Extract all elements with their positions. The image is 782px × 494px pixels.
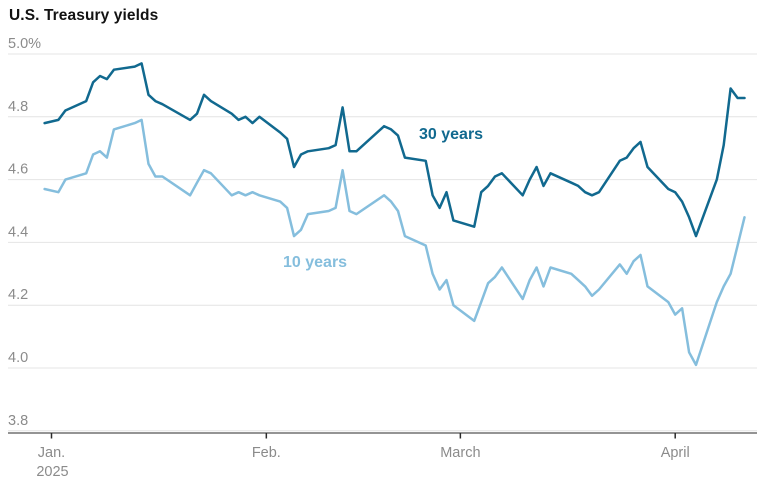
series-label-30-years: 30 years (419, 126, 483, 143)
x-axis-ticks-group (50, 433, 676, 439)
gridlines-group (8, 53, 757, 432)
chart-title: U.S. Treasury yields (9, 7, 159, 24)
x-axis-label: Feb. (252, 445, 281, 461)
y-axis-label: 4.6 (8, 162, 28, 178)
y-axis-label: 4.0 (8, 350, 28, 366)
y-axis-label: 5.0% (8, 36, 41, 52)
x-axis-label: March (440, 445, 480, 461)
line-10-years (43, 118, 746, 367)
y-axis-labels-group: 5.0% 4.8 4.6 4.4 4.2 4.0 3.8 (8, 36, 41, 429)
y-axis-label: 4.2 (8, 287, 28, 303)
y-axis-label: 4.8 (8, 99, 28, 115)
x-axis-labels-group: Jan. 2025 Feb. March April (36, 445, 689, 480)
y-axis-label: 4.4 (8, 224, 28, 240)
line-30-years (43, 62, 746, 238)
series-label-10-years: 10 years (283, 254, 347, 271)
x-axis-label: April (661, 445, 690, 461)
x-axis-year-label: 2025 (36, 464, 68, 480)
y-axis-label: 3.8 (8, 413, 28, 429)
x-axis-label: Jan. (38, 445, 65, 461)
